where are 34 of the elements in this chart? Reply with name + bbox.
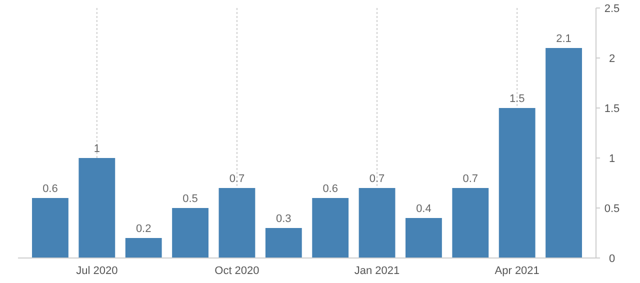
y-tick-label: 0.5 — [604, 203, 620, 215]
bar — [172, 208, 208, 258]
data-label: 0.4 — [416, 203, 432, 215]
y-tick-label: 1 — [608, 153, 616, 165]
bar — [218, 188, 256, 258]
x-tick-label: Jan 2021 — [354, 265, 400, 277]
x-tick-label: Jul 2020 — [76, 265, 118, 277]
bar — [265, 228, 302, 258]
data-label: 0.3 — [276, 213, 292, 225]
data-label: 0.6 — [42, 183, 58, 195]
y-tick-label: 1.5 — [604, 103, 620, 115]
y-tick-label: 0 — [608, 253, 616, 265]
data-label: 0.7 — [229, 173, 245, 185]
bar — [546, 48, 582, 258]
data-label: 0.6 — [322, 183, 338, 195]
bar — [32, 198, 68, 258]
data-label: 0.7 — [369, 173, 385, 185]
bar — [312, 198, 349, 258]
y-tick-label: 2.5 — [604, 3, 620, 15]
data-label: 0.2 — [136, 223, 152, 235]
bar — [406, 218, 442, 258]
bar — [358, 188, 396, 258]
y-tick-label: 2 — [608, 53, 616, 65]
bar — [452, 188, 489, 258]
data-label: 0.7 — [462, 173, 478, 185]
x-tick-label: Apr 2021 — [494, 265, 540, 277]
bar — [125, 238, 162, 258]
x-tick-label: Oct 2020 — [214, 265, 260, 277]
data-label: 2.1 — [556, 33, 572, 45]
data-label: 1 — [94, 143, 100, 155]
bar — [78, 158, 116, 258]
data-label: 1.5 — [509, 93, 525, 105]
bar — [498, 108, 536, 258]
data-label: 0.5 — [182, 193, 198, 205]
